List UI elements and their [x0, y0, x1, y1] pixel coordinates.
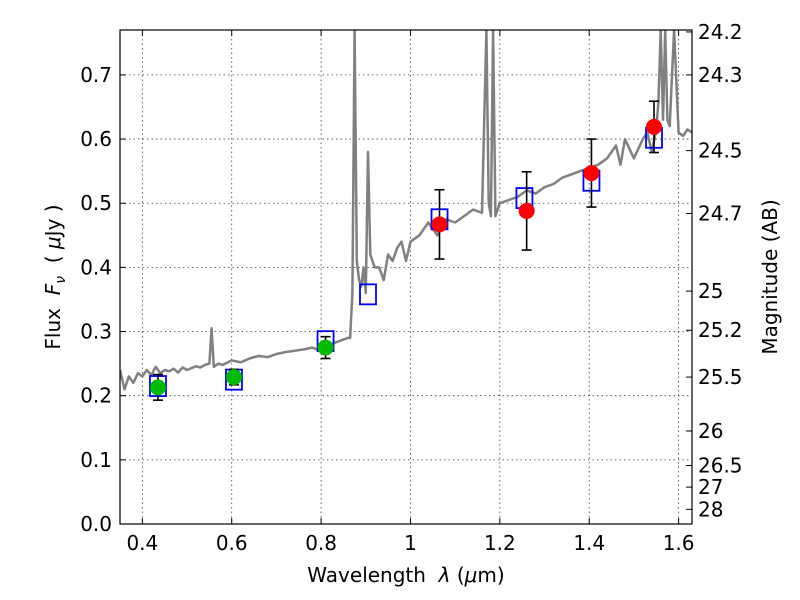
- y2-axis-title: Magnitude (AB): [758, 199, 782, 354]
- y-tick-label: 0.3: [80, 320, 112, 344]
- x-tick-label: 0.6: [216, 531, 248, 555]
- photometry-point: [149, 379, 166, 396]
- photometry-point: [225, 369, 242, 386]
- photometry-point: [518, 202, 535, 219]
- y2-tick-label: 26.5: [698, 453, 743, 477]
- y2-tick-label: 26: [698, 419, 723, 443]
- y2-tick-label: 25.2: [698, 318, 743, 342]
- y2-tick-label: 24.5: [698, 139, 743, 163]
- x-tick-label: 1.4: [573, 531, 605, 555]
- axes: 0.4 0.6 0.8 1 1.2 1.4 1.6 0.0 0.1 0.2 0.3 0.4 0.5 0.6…: [80, 20, 742, 555]
- photometry-point: [431, 216, 448, 233]
- photometry-point: [583, 165, 600, 182]
- photometry-point: [646, 118, 663, 135]
- y2-tick-label: 24.3: [698, 63, 743, 87]
- x-tick-label: 1.2: [484, 531, 516, 555]
- y2-tick-label: 25.5: [698, 365, 743, 389]
- y-tick-label: 0.6: [80, 127, 112, 151]
- y2-tick-label: 25: [698, 279, 723, 303]
- y2-tick-label: 27: [698, 475, 723, 499]
- x-tick-label: 1.6: [663, 531, 695, 555]
- model-photometry-box: [359, 283, 377, 306]
- x-tick-label: 1: [404, 531, 417, 555]
- plot-frame: [119, 29, 693, 525]
- spectrum-line: [120, 30, 692, 391]
- y2-tick-label: 24.2: [698, 20, 743, 44]
- plot-data: [120, 30, 692, 401]
- photometry-point: [317, 339, 334, 356]
- x-tick-label: 0.4: [126, 531, 158, 555]
- y2-tick-label: 24.7: [698, 201, 743, 225]
- y-tick-label: 0.4: [80, 255, 112, 279]
- y-axis-title: Flux Fν ( μJy ): [41, 204, 69, 349]
- y-tick-label: 0.5: [80, 191, 112, 215]
- y-tick-label: 0.0: [80, 512, 112, 536]
- plot-background: [120, 30, 692, 524]
- y-tick-label: 0.7: [80, 63, 112, 87]
- x-axis-title: Wavelength λ (μm): [307, 563, 504, 587]
- x-tick-label: 0.8: [305, 531, 337, 555]
- y-tick-label: 0.2: [80, 384, 112, 408]
- y-tick-label: 0.1: [80, 448, 112, 472]
- y2-tick-label: 28: [698, 497, 723, 521]
